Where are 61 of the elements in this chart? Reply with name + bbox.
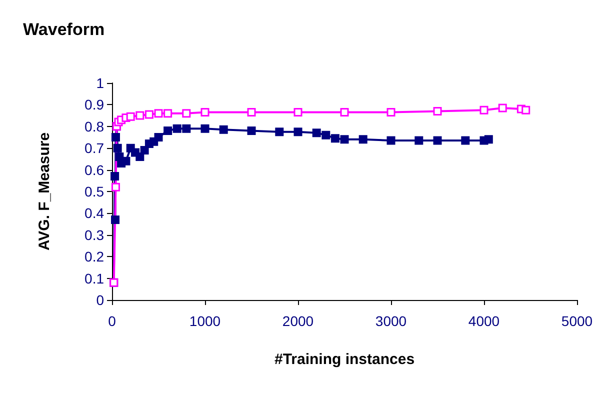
point <box>136 111 144 120</box>
point <box>386 108 396 117</box>
x-tick-label: 4000 <box>468 313 500 329</box>
point <box>126 112 135 121</box>
point <box>136 152 144 162</box>
point <box>164 126 172 135</box>
point <box>433 106 442 116</box>
point <box>144 110 154 119</box>
point <box>294 128 302 136</box>
point <box>358 135 368 144</box>
point <box>461 136 470 145</box>
x-tick-label: 1000 <box>189 313 221 329</box>
point <box>111 133 120 142</box>
y-tick-label: 0 <box>96 292 104 308</box>
point <box>484 135 493 144</box>
point <box>172 124 182 133</box>
chart-title: Waveform <box>23 20 105 39</box>
y-tick-label: 0.9 <box>84 96 104 113</box>
y-tick-label: 0.4 <box>84 205 104 222</box>
x-tick-label: 0 <box>108 313 116 329</box>
point <box>247 126 256 135</box>
x-tick-label: 5000 <box>561 313 593 329</box>
y-tick-label: 0.1 <box>84 270 104 286</box>
point <box>111 182 120 192</box>
point <box>200 124 210 133</box>
y-tick-label: 0.2 <box>84 248 104 265</box>
point <box>164 109 172 118</box>
y-tick-label: 0.8 <box>84 118 104 134</box>
point <box>113 144 122 152</box>
point <box>182 109 191 118</box>
x-tick-label: 2000 <box>282 313 314 329</box>
point <box>111 215 120 224</box>
point <box>480 106 488 114</box>
point <box>340 108 349 117</box>
point <box>522 106 530 114</box>
point <box>247 108 256 117</box>
point <box>433 136 442 145</box>
point <box>275 128 284 136</box>
point <box>312 128 321 138</box>
x-axis-title: #Training instances <box>274 351 415 368</box>
point <box>200 108 210 117</box>
y-tick-label: 0.5 <box>84 184 104 200</box>
point <box>322 130 330 140</box>
point <box>498 104 507 112</box>
point <box>182 124 191 133</box>
point <box>414 136 424 145</box>
point <box>294 108 302 117</box>
point <box>110 172 120 181</box>
y-tick-label: 1 <box>96 75 104 91</box>
point <box>330 134 340 143</box>
point <box>140 146 149 155</box>
point <box>154 133 163 142</box>
point <box>154 109 163 118</box>
point <box>219 125 228 134</box>
point <box>340 135 349 144</box>
y-axis-title: AVG. F_Measure <box>36 132 53 251</box>
point <box>386 136 396 145</box>
y-tick-label: 0.7 <box>84 140 104 156</box>
y-tick-label: 0.3 <box>84 226 104 243</box>
y-tick-label: 0.6 <box>84 162 104 178</box>
x-tick-label: 3000 <box>375 313 407 329</box>
